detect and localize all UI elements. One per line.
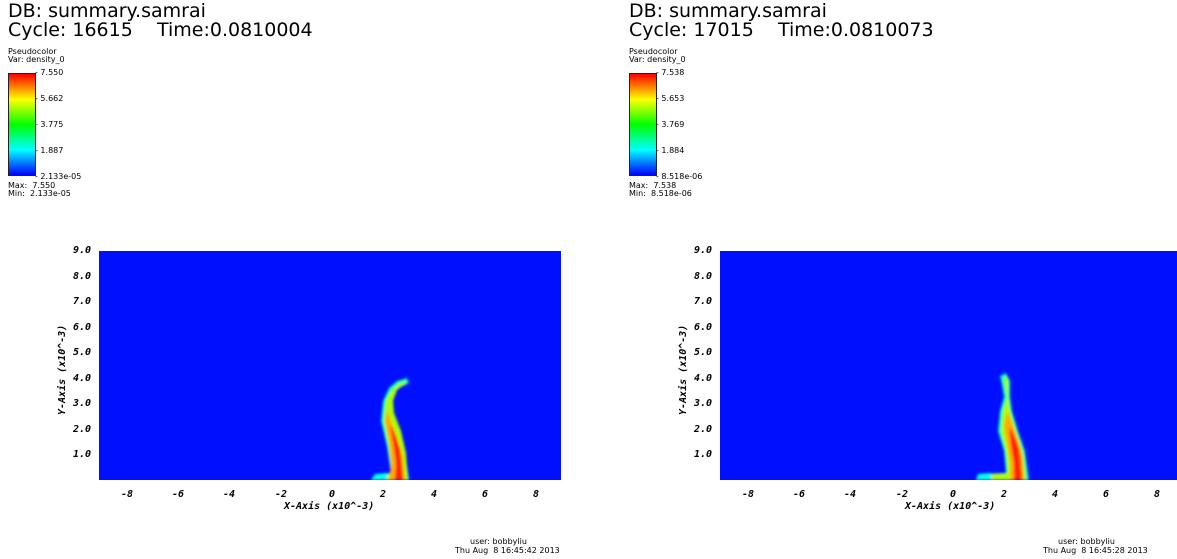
y-tick-label: 2.0 bbox=[694, 424, 713, 435]
y-tick-label: 4.0 bbox=[73, 373, 92, 384]
color-legend-bar bbox=[8, 73, 36, 176]
legend-variable: Var: density_0 bbox=[8, 55, 65, 64]
date-label: Thu Aug 8 16:45:42 2013 bbox=[455, 546, 560, 555]
database-title: DB: summary.samrai bbox=[629, 0, 827, 22]
x-axis-title: X-Axis (x10^-3) bbox=[905, 501, 996, 512]
x-tick-label: 6 bbox=[482, 489, 489, 500]
background-field bbox=[99, 251, 561, 480]
legend-variable: Var: density_0 bbox=[629, 55, 686, 64]
y-tick-label: 5.0 bbox=[694, 347, 713, 358]
database-title: DB: summary.samrai bbox=[8, 0, 206, 22]
y-tick-label: 2.0 bbox=[73, 424, 92, 435]
legend-title: Pseudocolor bbox=[8, 47, 57, 56]
x-tick-label: -4 bbox=[844, 489, 857, 500]
y-tick-label: 6.0 bbox=[694, 322, 713, 333]
density-field bbox=[99, 251, 561, 480]
legend-tick: - 1.884 bbox=[656, 146, 685, 155]
density-plot bbox=[720, 251, 1177, 480]
y-tick-label: 8.0 bbox=[694, 271, 713, 282]
y-tick-label: 3.0 bbox=[694, 398, 713, 409]
y-tick-label: 8.0 bbox=[73, 271, 92, 282]
legend-title: Pseudocolor bbox=[629, 47, 678, 56]
cycle-time-label: Cycle: 17015 Time:0.0810073 bbox=[629, 19, 934, 41]
y-axis-title: Y-Axis (x10^-3) bbox=[678, 324, 689, 415]
x-tick-label: -4 bbox=[223, 489, 236, 500]
x-tick-label: -6 bbox=[793, 489, 806, 500]
color-legend-bar bbox=[629, 73, 657, 176]
density-field bbox=[720, 251, 1177, 480]
user-label: user: bobbyliu bbox=[1058, 537, 1115, 546]
min-value: Min: 2.133e-05 bbox=[8, 189, 71, 198]
legend-tick: - 3.775 bbox=[35, 120, 64, 129]
visit-window-left: DB: summary.samrai Cycle: 16615 Time:0.0… bbox=[0, 0, 588, 559]
legend-tick: - 3.769 bbox=[656, 120, 685, 129]
x-tick-label: 2 bbox=[1001, 489, 1008, 500]
density-plume bbox=[371, 378, 409, 480]
x-tick-label: -2 bbox=[275, 489, 288, 500]
x-tick-label: 6 bbox=[1103, 489, 1110, 500]
y-tick-label: 5.0 bbox=[73, 347, 92, 358]
x-tick-label: 8 bbox=[533, 489, 540, 500]
x-axis-title: X-Axis (x10^-3) bbox=[284, 501, 375, 512]
legend-tick: - 1.887 bbox=[35, 146, 64, 155]
y-tick-label: 6.0 bbox=[73, 322, 92, 333]
legend-tick: - 5.662 bbox=[35, 94, 64, 103]
user-label: user: bobbyliu bbox=[470, 537, 527, 546]
x-tick-label: 2 bbox=[380, 489, 387, 500]
background-field bbox=[720, 251, 1177, 480]
visit-window-right: DB: summary.samrai Cycle: 17015 Time:0.0… bbox=[621, 0, 1177, 559]
x-tick-label: 0 bbox=[329, 489, 336, 500]
legend-tick: - 5.653 bbox=[656, 94, 685, 103]
y-tick-label: 9.0 bbox=[694, 245, 713, 256]
legend-tick: - 8.518e-06 bbox=[656, 172, 703, 181]
x-tick-label: -8 bbox=[121, 489, 134, 500]
y-tick-label: 4.0 bbox=[694, 373, 713, 384]
density-plume bbox=[976, 373, 1029, 480]
x-tick-label: -2 bbox=[896, 489, 909, 500]
date-label: Thu Aug 8 16:45:28 2013 bbox=[1043, 546, 1148, 555]
legend-tick: - 2.133e-05 bbox=[35, 172, 82, 181]
y-tick-label: 7.0 bbox=[73, 296, 92, 307]
x-tick-label: 4 bbox=[1052, 489, 1059, 500]
x-tick-label: 8 bbox=[1154, 489, 1161, 500]
max-value: Max: 7.550 bbox=[8, 181, 56, 190]
y-tick-label: 1.0 bbox=[73, 449, 92, 460]
cycle-time-label: Cycle: 16615 Time:0.0810004 bbox=[8, 19, 313, 41]
max-value: Max: 7.538 bbox=[629, 181, 677, 190]
legend-tick: - 7.538 bbox=[656, 68, 685, 77]
density-plot bbox=[99, 251, 561, 480]
x-tick-label: -8 bbox=[742, 489, 755, 500]
x-tick-label: -6 bbox=[172, 489, 185, 500]
legend-tick: - 7.550 bbox=[35, 68, 64, 77]
x-tick-label: 0 bbox=[950, 489, 957, 500]
x-tick-label: 4 bbox=[431, 489, 438, 500]
y-tick-label: 1.0 bbox=[694, 449, 713, 460]
min-value: Min: 8.518e-06 bbox=[629, 189, 692, 198]
y-tick-label: 3.0 bbox=[73, 398, 92, 409]
y-tick-label: 9.0 bbox=[73, 245, 92, 256]
y-axis-title: Y-Axis (x10^-3) bbox=[57, 324, 68, 415]
y-tick-label: 7.0 bbox=[694, 296, 713, 307]
